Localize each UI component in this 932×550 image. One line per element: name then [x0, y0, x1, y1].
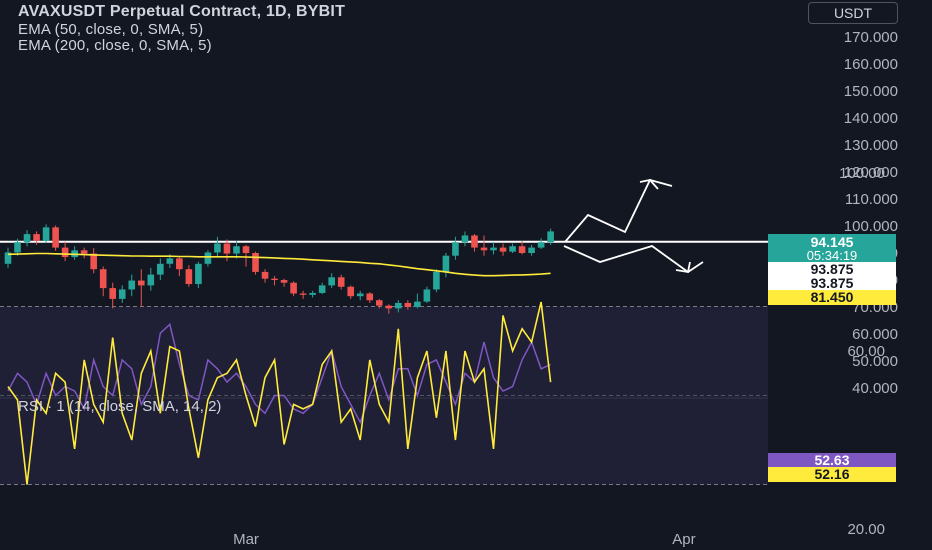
current-price: 94.145 [810, 234, 854, 250]
chart-title: AVAXUSDT Perpetual Contract, 1D, BYBIT [18, 3, 346, 20]
candle-body [518, 246, 526, 253]
candle-body [128, 280, 136, 290]
current-price-tag: 94.145 05:34:19 [768, 234, 896, 266]
candle-body [509, 246, 516, 252]
candle-body [537, 242, 545, 248]
candle-body [366, 293, 374, 301]
candle-body [147, 274, 155, 286]
candle-body [480, 247, 488, 251]
candle-body [271, 278, 278, 280]
x-tick-label: Mar [233, 531, 259, 548]
candle-body [375, 300, 383, 306]
candle-body [318, 285, 326, 293]
rsi-y-tick-label: 60.00 [847, 343, 885, 360]
y-tick-label: 40.000 [852, 380, 898, 397]
candle-body [204, 252, 212, 264]
candle-body [280, 280, 288, 283]
bearish-arrow-head [675, 261, 691, 274]
ema50-legend: EMA (50, close, 0, SMA, 5) [18, 21, 204, 38]
candle-body [385, 305, 393, 309]
candle-body [337, 277, 345, 287]
candle-body [423, 289, 431, 302]
y-tick-label: 130.000 [844, 137, 898, 154]
candle-body [4, 252, 12, 264]
high-price-tag: 93.875 [768, 262, 896, 277]
candle-body [176, 258, 183, 270]
candle-body [90, 253, 97, 270]
candle-body [14, 242, 21, 253]
candle-body [109, 288, 117, 299]
bearish-projection-arrow [563, 245, 704, 274]
candle-body [118, 289, 126, 299]
candle-body [356, 293, 364, 297]
ema-value-tag: 81.450 [768, 290, 896, 305]
candle-body [42, 227, 50, 241]
y-tick-label: 120.000 [844, 164, 898, 181]
candle-body [33, 234, 40, 241]
y-tick-label: 100.000 [844, 218, 898, 235]
candle-body [395, 302, 402, 309]
candle-body [185, 269, 193, 285]
candle-body [137, 280, 145, 286]
low-price-tag: 93.875 [768, 276, 896, 291]
rsi-ma-line [7, 301, 552, 485]
candle-body [61, 247, 69, 258]
rsi-ma-value-tag: 52.16 [768, 467, 896, 482]
rsi-legend: RSI · 1 (14, close, SMA, 14, 2) [18, 398, 222, 415]
y-tick-label: 170.000 [844, 29, 898, 46]
candle-body [547, 231, 554, 243]
candle-body [499, 247, 507, 252]
candle-body [328, 277, 335, 286]
candle-body [166, 258, 174, 264]
y-tick-label: 60.000 [852, 326, 898, 343]
bullish-projection-arrow [564, 178, 673, 243]
bar-countdown: 05:34:19 [806, 248, 858, 263]
candle-body [252, 253, 259, 272]
candle-body [471, 235, 478, 248]
candle-body [261, 271, 269, 279]
y-tick-label: 110.000 [845, 191, 898, 208]
candle-body [433, 271, 440, 290]
candle-body [157, 263, 164, 275]
rsi-value-tag: 52.63 [768, 453, 896, 468]
candle-body [452, 242, 459, 256]
y-tick-label: 50.000 [852, 353, 898, 370]
rsi-y-tick-label: 20.00 [847, 521, 885, 538]
candle-body [195, 263, 202, 285]
rsi-y-tick-label: 100.00 [839, 165, 885, 182]
candle-body [233, 246, 240, 254]
candle-body [309, 292, 316, 295]
candle-body [347, 286, 355, 297]
candle-body [23, 234, 31, 243]
candle-body [99, 269, 107, 289]
candle-body [528, 247, 535, 253]
x-tick-label: Apr [672, 531, 695, 548]
candle-body [414, 301, 421, 307]
ema200-legend: EMA (200, close, 0, SMA, 5) [18, 37, 212, 54]
candle-body [490, 247, 497, 251]
candle-body [461, 235, 469, 243]
y-tick-label: 150.000 [844, 83, 898, 100]
candle-body [404, 302, 412, 307]
candle-body [223, 243, 231, 254]
candle-body [290, 282, 297, 294]
ema-line [7, 252, 551, 277]
candle-body [299, 293, 307, 295]
currency-button[interactable]: USDT [808, 2, 898, 24]
candle-body [442, 255, 450, 272]
candle-body [242, 246, 250, 253]
bullish-arrow-head [639, 179, 659, 190]
y-tick-label: 140.000 [844, 110, 898, 127]
candle-body [214, 243, 221, 253]
candle-body [52, 227, 59, 248]
y-tick-label: 160.000 [844, 56, 898, 73]
candle-body [80, 250, 88, 254]
